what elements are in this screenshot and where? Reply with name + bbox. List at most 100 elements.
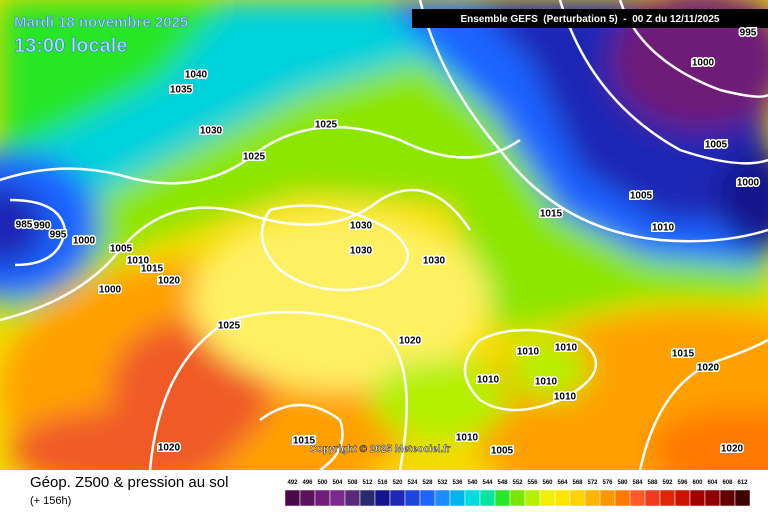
- run-banner: [412, 9, 768, 28]
- isobar-label: 1010: [535, 377, 558, 388]
- scale-swatch: [569, 489, 586, 507]
- date: Mardi 18 novembre 2025: [14, 14, 188, 31]
- isobar-label: 1015: [540, 209, 563, 220]
- copyright: Copyright © 2025 Meteociel.fr: [310, 444, 451, 455]
- scale-swatch: [509, 489, 526, 507]
- isobar-label: 1015: [293, 436, 316, 447]
- isobar-label: 1020: [399, 336, 422, 347]
- scale-label: 568: [572, 480, 583, 486]
- scale-swatch: [629, 489, 646, 507]
- isobar-label: 1030: [200, 126, 223, 137]
- scale-swatch: [494, 489, 511, 507]
- isobar-label: 1010: [477, 375, 500, 386]
- isobar-label: 1010: [456, 433, 479, 444]
- footer-title: Géop. Z500 & pression au sol: [30, 474, 228, 491]
- scale-label: 612: [737, 480, 748, 486]
- scale-label: 532: [437, 480, 448, 486]
- isobar-label: 1030: [350, 221, 373, 232]
- isobar-labels: 9951000104010351030102510251005100010051…: [14, 26, 761, 458]
- scale-label: 604: [707, 480, 718, 486]
- scale-label: 548: [497, 480, 508, 486]
- scale-label: 596: [677, 480, 688, 486]
- scale-swatch: [284, 489, 301, 507]
- scale-swatch: [464, 489, 481, 507]
- scale-swatch: [539, 489, 556, 507]
- scale-label: 512: [362, 480, 373, 486]
- isobar-label: 1010: [652, 223, 675, 234]
- isobar-label: 1000: [99, 285, 122, 296]
- scale-swatch: [644, 489, 661, 507]
- scale-label: 564: [557, 480, 568, 486]
- isobar-label: 1010: [554, 392, 577, 403]
- scale-label: 516: [377, 480, 388, 486]
- scale-label: 588: [647, 480, 658, 486]
- scale-swatch: [599, 489, 616, 507]
- scale-label: 528: [422, 480, 433, 486]
- scale-swatch: [554, 489, 571, 507]
- isobar-label: 1030: [350, 246, 373, 257]
- scale-swatch: [434, 489, 451, 507]
- scale-swatch: [344, 489, 361, 507]
- scale-label: 576: [602, 480, 613, 486]
- scale-swatch: [689, 489, 706, 507]
- isobar-label: 1025: [243, 152, 266, 163]
- scale-label: 608: [722, 480, 733, 486]
- scale-swatch: [449, 489, 466, 507]
- scale-label: 492: [287, 480, 298, 486]
- isobar-label: 1005: [491, 446, 514, 457]
- scale-swatch: [404, 489, 421, 507]
- color-scale: 492 496 500 504 508 512 516 520 524 528 532 536 540 5…: [284, 480, 751, 507]
- scale-swatch: [614, 489, 631, 507]
- isobar-label: 1015: [672, 349, 695, 360]
- scale-swatch: [359, 489, 376, 507]
- isobar-label: 1025: [218, 321, 241, 332]
- isobar-label: 1010: [555, 343, 578, 354]
- isobars: [0, 0, 768, 470]
- isobar-label: 985: [16, 220, 33, 231]
- scale-label: 536: [452, 480, 463, 486]
- scale-swatch: [389, 489, 406, 507]
- scale-swatch: [734, 489, 751, 507]
- isobar-label: 1020: [697, 363, 720, 374]
- scale-label: 504: [332, 480, 343, 486]
- forecast-lead: (+ 156h): [30, 495, 71, 507]
- scale-swatch: [479, 489, 496, 507]
- scale-label: 540: [467, 480, 478, 486]
- scale-label: 500: [317, 480, 328, 486]
- scale-label: 572: [587, 480, 598, 486]
- isobar-label: 1000: [73, 236, 96, 247]
- scale-swatch: [374, 489, 391, 507]
- scale-label: 496: [302, 480, 313, 486]
- scale-swatch: [314, 489, 331, 507]
- isobar-label: 1005: [705, 140, 728, 151]
- scale-label: 556: [527, 480, 538, 486]
- scale-swatch: [719, 489, 736, 507]
- scale-swatch: [299, 489, 316, 507]
- isobar-label: 1000: [737, 178, 760, 189]
- run-info: Ensemble GEFS (Perturbation 5) - 00 Z du…: [461, 14, 720, 25]
- scale-swatch: [674, 489, 691, 507]
- scale-label: 552: [512, 480, 523, 486]
- scale-label: 524: [407, 480, 418, 486]
- isobar-label: 1005: [110, 244, 133, 255]
- scale-swatch: [524, 489, 541, 507]
- isobar-label: 1010: [127, 256, 150, 267]
- isobar-label: 1020: [721, 444, 744, 455]
- scale-label: 508: [347, 480, 358, 486]
- isobar-label: 1025: [315, 120, 338, 131]
- isobar-label: 1000: [692, 58, 715, 69]
- isobar-label: 1035: [170, 85, 193, 96]
- isobar-label: 995: [50, 230, 67, 241]
- scale-label: 520: [392, 480, 403, 486]
- scale-label: 592: [662, 480, 673, 486]
- scale-swatch: [704, 489, 721, 507]
- isobar-label: 1015: [141, 264, 164, 275]
- isobar-label: 1010: [517, 347, 540, 358]
- scale-swatch: [329, 489, 346, 507]
- scale-label: 544: [482, 480, 493, 486]
- scale-label: 600: [692, 480, 703, 486]
- scale-label: 560: [542, 480, 553, 486]
- isobar-label: 995: [740, 28, 757, 39]
